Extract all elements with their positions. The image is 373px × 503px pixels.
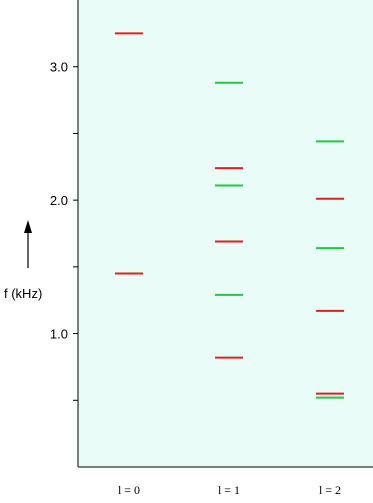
y-ticks: 1.0 2.0 3.0 xyxy=(50,60,78,401)
y-axis-title: f (kHz) xyxy=(4,286,42,301)
category-label: l = 2 xyxy=(319,483,341,497)
plot-area xyxy=(78,0,373,467)
y-axis-arrow xyxy=(24,220,32,268)
y-tick-label: 2.0 xyxy=(50,193,68,208)
y-tick-label: 1.0 xyxy=(50,327,68,342)
level-lines xyxy=(115,32,344,399)
category-label: l = 1 xyxy=(218,483,240,497)
category-label: l = 0 xyxy=(118,483,140,497)
y-tick-label: 3.0 xyxy=(50,60,68,75)
category-labels: l = 0 l = 1 l = 2 xyxy=(118,483,341,497)
